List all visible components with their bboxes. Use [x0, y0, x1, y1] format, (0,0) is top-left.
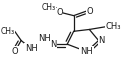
Text: NH: NH [38, 34, 51, 43]
Text: O: O [56, 8, 63, 17]
Text: O: O [11, 47, 18, 56]
Text: CH₃: CH₃ [41, 3, 55, 12]
Text: N: N [50, 40, 57, 49]
Text: NH: NH [25, 44, 38, 53]
Text: CH₃: CH₃ [106, 22, 121, 31]
Text: O: O [87, 7, 93, 16]
Text: CH₃: CH₃ [1, 27, 15, 36]
Text: N: N [99, 36, 105, 45]
Text: NH: NH [80, 47, 93, 56]
